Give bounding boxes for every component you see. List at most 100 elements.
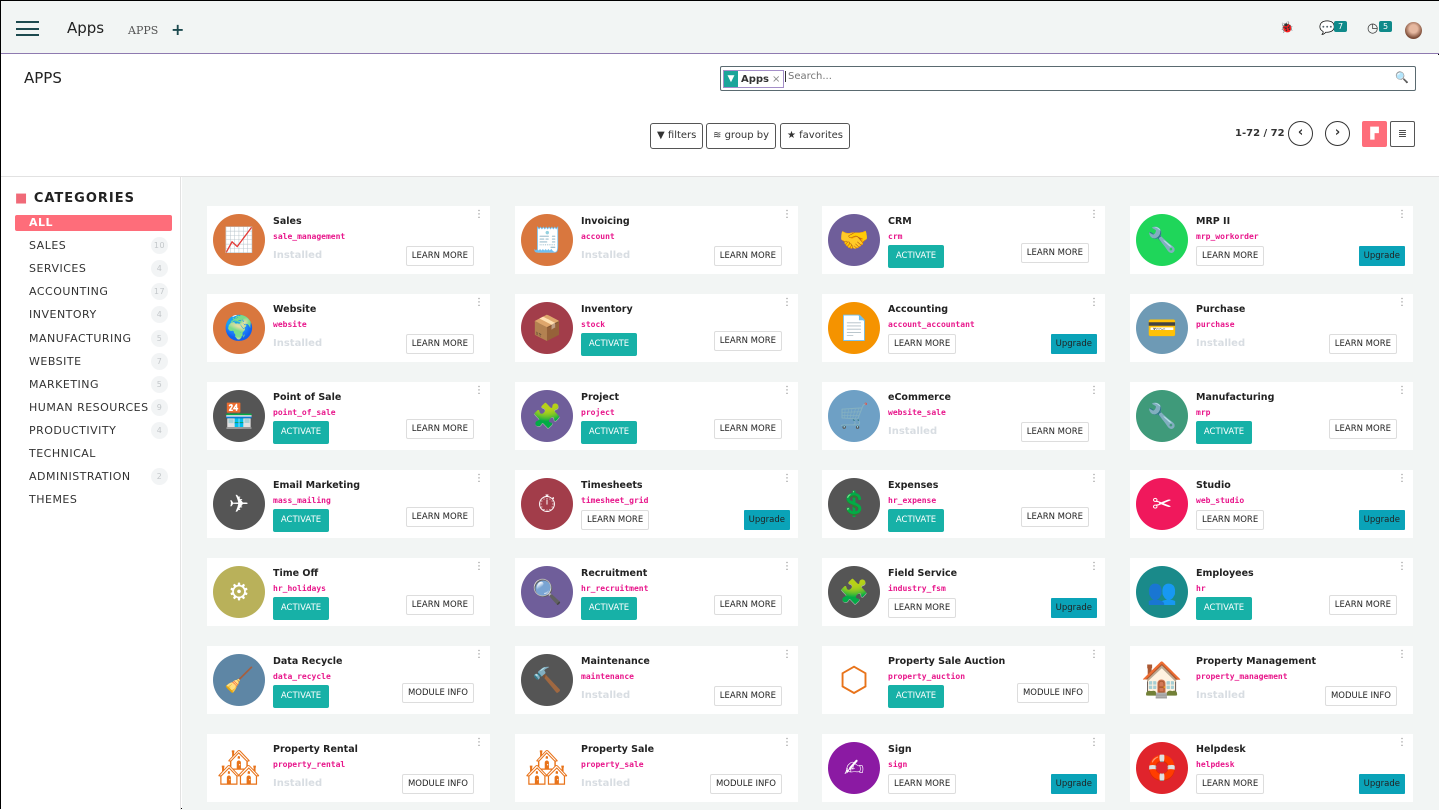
- card-menu-icon[interactable]: ⋮: [474, 385, 484, 396]
- card-menu-icon[interactable]: ⋮: [1397, 385, 1407, 396]
- app-card-point_of_sale[interactable]: 🏪 Point of Sale point_of_sale ⋮ ACTIVATE LEAR…: [207, 382, 490, 450]
- app-card-property_auction[interactable]: ⬡ Property Sale Auction property_auction ⋮ A…: [822, 646, 1105, 714]
- app-card-mass_mailing[interactable]: ✈ Email Marketing mass_mailing ⋮ ACTIVATE LEA…: [207, 470, 490, 538]
- app-card-mrp_workorder[interactable]: 🔧 MRP II mrp_workorder ⋮ LEARN MORE Upgrade: [1130, 206, 1413, 274]
- card-menu-icon[interactable]: ⋮: [782, 561, 792, 572]
- app-card-sale_management[interactable]: 📈 Sales sale_management ⋮ Installed LEARN MOR…: [207, 206, 490, 274]
- activate-button[interactable]: ACTIVATE: [273, 685, 329, 708]
- module-info-button[interactable]: MODULE INFO: [401, 774, 474, 794]
- app-card-website_sale[interactable]: 🛒 eCommerce website_sale ⋮ Installed LEARN MO…: [822, 382, 1105, 450]
- learn-more-button[interactable]: LEARN MORE: [581, 510, 650, 530]
- pager-value[interactable]: 1-72 / 72: [1235, 128, 1285, 139]
- upgrade-button[interactable]: Upgrade: [1358, 774, 1405, 794]
- card-menu-icon[interactable]: ⋮: [1089, 737, 1099, 748]
- learn-more-button[interactable]: LEARN MORE: [1196, 246, 1265, 266]
- learn-more-button[interactable]: LEARN MORE: [405, 334, 474, 354]
- messages-icon[interactable]: 💬: [1319, 21, 1336, 36]
- app-card-property_sale[interactable]: 🏘 Property Sale property_sale ⋮ Installed MOD…: [515, 734, 798, 802]
- app-card-hr[interactable]: 👥 Employees hr ⋮ ACTIVATE LEARN MORE: [1130, 558, 1413, 626]
- card-menu-icon[interactable]: ⋮: [474, 473, 484, 484]
- app-card-project[interactable]: 🧩 Project project ⋮ ACTIVATE LEARN MORE: [515, 382, 798, 450]
- learn-more-button[interactable]: LEARN MORE: [713, 595, 782, 615]
- card-menu-icon[interactable]: ⋮: [474, 737, 484, 748]
- activate-button[interactable]: ACTIVATE: [1196, 597, 1252, 620]
- card-menu-icon[interactable]: ⋮: [1089, 561, 1099, 572]
- filters-button[interactable]: ▼ filters: [650, 123, 704, 149]
- module-info-button[interactable]: MODULE INFO: [709, 774, 782, 794]
- card-menu-icon[interactable]: ⋮: [1397, 649, 1407, 660]
- learn-more-button[interactable]: LEARN MORE: [1196, 510, 1265, 530]
- app-card-industry_fsm[interactable]: 🧩 Field Service industry_fsm ⋮ LEARN MORE Upg…: [822, 558, 1105, 626]
- card-menu-icon[interactable]: ⋮: [1089, 209, 1099, 220]
- upgrade-button[interactable]: Upgrade: [1358, 246, 1405, 266]
- learn-more-button[interactable]: LEARN MORE: [1328, 595, 1397, 615]
- category-services[interactable]: SERVICES 4: [15, 260, 172, 278]
- category-productivity[interactable]: PRODUCTIVITY 4: [15, 421, 172, 439]
- search-icon[interactable]: 🔍: [1395, 71, 1409, 84]
- learn-more-button[interactable]: LEARN MORE: [888, 334, 957, 354]
- card-menu-icon[interactable]: ⋮: [1089, 649, 1099, 660]
- card-menu-icon[interactable]: ⋮: [474, 649, 484, 660]
- menu-icon[interactable]: [16, 21, 39, 36]
- category-human-resources[interactable]: HUMAN RESOURCES 9: [15, 398, 172, 416]
- app-card-sign[interactable]: ✍ Sign sign ⋮ LEARN MORE Upgrade: [822, 734, 1105, 802]
- activate-button[interactable]: ACTIVATE: [273, 509, 329, 532]
- card-menu-icon[interactable]: ⋮: [782, 385, 792, 396]
- app-card-data_recycle[interactable]: 🧹 Data Recycle data_recycle ⋮ ACTIVATE MODULE…: [207, 646, 490, 714]
- app-card-hr_expense[interactable]: 💲 Expenses hr_expense ⋮ ACTIVATE LEARN MORE: [822, 470, 1105, 538]
- activate-button[interactable]: ACTIVATE: [581, 421, 637, 444]
- new-icon[interactable]: +: [171, 20, 185, 39]
- learn-more-button[interactable]: LEARN MORE: [713, 331, 782, 351]
- card-menu-icon[interactable]: ⋮: [782, 297, 792, 308]
- learn-more-button[interactable]: LEARN MORE: [405, 595, 474, 615]
- learn-more-button[interactable]: LEARN MORE: [713, 419, 782, 439]
- pager-previous-button[interactable]: ‹: [1288, 121, 1313, 146]
- list-view-button[interactable]: ≣: [1390, 121, 1415, 147]
- category-themes[interactable]: THEMES: [15, 492, 172, 508]
- search-input[interactable]: [785, 71, 1345, 82]
- module-info-button[interactable]: MODULE INFO: [1016, 683, 1089, 703]
- activate-button[interactable]: ACTIVATE: [273, 421, 329, 444]
- activate-button[interactable]: ACTIVATE: [1196, 421, 1252, 444]
- card-menu-icon[interactable]: ⋮: [474, 561, 484, 572]
- activate-button[interactable]: ACTIVATE: [581, 333, 637, 356]
- category-all[interactable]: ALL: [15, 215, 172, 231]
- upgrade-button[interactable]: Upgrade: [743, 510, 790, 530]
- app-card-helpdesk[interactable]: 🛟 Helpdesk helpdesk ⋮ LEARN MORE Upgrade: [1130, 734, 1413, 802]
- card-menu-icon[interactable]: ⋮: [474, 297, 484, 308]
- app-card-hr_recruitment[interactable]: 🔍 Recruitment hr_recruitment ⋮ ACTIVATE LEARN…: [515, 558, 798, 626]
- card-menu-icon[interactable]: ⋮: [1089, 473, 1099, 484]
- category-marketing[interactable]: MARKETING 5: [15, 375, 172, 393]
- card-menu-icon[interactable]: ⋮: [1089, 297, 1099, 308]
- learn-more-button[interactable]: LEARN MORE: [1020, 243, 1089, 263]
- learn-more-button[interactable]: LEARN MORE: [405, 419, 474, 439]
- app-card-property_management[interactable]: 🏠 Property Management property_management ⋮…: [1130, 646, 1413, 714]
- card-menu-icon[interactable]: ⋮: [782, 649, 792, 660]
- learn-more-button[interactable]: LEARN MORE: [888, 774, 957, 794]
- app-card-hr_holidays[interactable]: ⚙ Time Off hr_holidays ⋮ ACTIVATE LEARN MORE: [207, 558, 490, 626]
- learn-more-button[interactable]: LEARN MORE: [1020, 422, 1089, 442]
- card-menu-icon[interactable]: ⋮: [782, 473, 792, 484]
- activities-clock-icon[interactable]: ◷: [1367, 21, 1379, 36]
- user-avatar[interactable]: [1405, 22, 1422, 39]
- card-menu-icon[interactable]: ⋮: [782, 209, 792, 220]
- card-menu-icon[interactable]: ⋮: [1397, 297, 1407, 308]
- card-menu-icon[interactable]: ⋮: [1089, 385, 1099, 396]
- app-card-maintenance[interactable]: 🔨 Maintenance maintenance ⋮ Installed LEARN M…: [515, 646, 798, 714]
- app-card-web_studio[interactable]: ✂ Studio web_studio ⋮ LEARN MORE Upgrade: [1130, 470, 1413, 538]
- kanban-view-button[interactable]: ▛: [1362, 121, 1387, 147]
- app-card-account_accountant[interactable]: 📄 Accounting account_accountant ⋮ LEARN MORE…: [822, 294, 1105, 362]
- module-info-button[interactable]: MODULE INFO: [401, 683, 474, 703]
- app-card-purchase[interactable]: 💳 Purchase purchase ⋮ Installed LEARN MORE: [1130, 294, 1413, 362]
- activate-button[interactable]: ACTIVATE: [888, 685, 944, 708]
- remove-facet-icon[interactable]: ×: [772, 73, 781, 85]
- card-menu-icon[interactable]: ⋮: [1397, 561, 1407, 572]
- app-card-website[interactable]: 🌍 Website website ⋮ Installed LEARN MORE: [207, 294, 490, 362]
- card-menu-icon[interactable]: ⋮: [474, 209, 484, 220]
- app-card-stock[interactable]: 📦 Inventory stock ⋮ ACTIVATE LEARN MORE: [515, 294, 798, 362]
- card-menu-icon[interactable]: ⋮: [1397, 209, 1407, 220]
- debug-bug-icon[interactable]: 🐞: [1280, 21, 1294, 34]
- app-card-crm[interactable]: 🤝 CRM crm ⋮ ACTIVATE LEARN MORE: [822, 206, 1105, 274]
- upgrade-button[interactable]: Upgrade: [1050, 334, 1097, 354]
- app-card-timesheet_grid[interactable]: ⏱ Timesheets timesheet_grid ⋮ LEARN MORE Upgr…: [515, 470, 798, 538]
